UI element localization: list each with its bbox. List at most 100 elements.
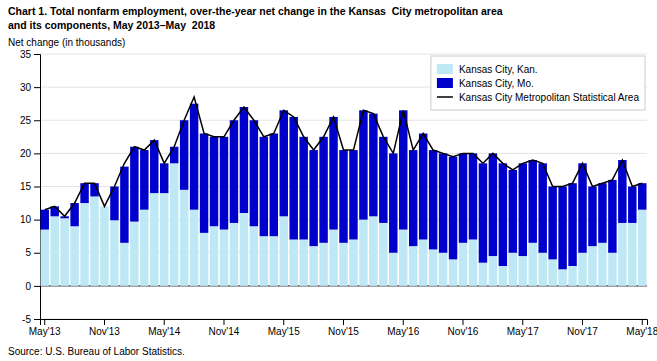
grid-line [40,54,647,55]
x-tick: May'15 [268,319,300,337]
bar [210,137,218,226]
bar [250,120,258,226]
y-tick-mark [34,220,40,221]
bar [60,218,68,286]
y-tick-mark [34,253,40,254]
y-axis-line [34,55,41,320]
y-tick: -5 [22,314,40,325]
legend-item: Kansas City Metropolitan Statistical Are… [437,92,640,103]
x-tick: May'16 [387,319,419,337]
x-tick-mark [104,319,105,325]
bar [230,223,238,286]
bar [369,216,377,286]
bar [429,150,437,249]
bar [50,216,58,286]
bar [419,240,427,286]
bar [40,230,48,286]
bar [379,137,387,223]
bar [499,266,507,286]
bar [220,137,228,230]
bar [459,153,467,242]
bar [289,117,297,240]
bar [409,150,417,246]
y-tick-label: 20 [20,148,32,159]
bar [130,147,138,222]
bar [479,263,487,286]
bar [160,163,168,193]
bar [429,249,437,285]
bar [588,187,596,247]
bar [439,253,447,286]
bar [489,153,497,256]
line [45,97,643,216]
x-tick-label: May'13 [29,326,61,337]
y-tick-mark [34,153,40,154]
bar [369,114,377,217]
bar [558,269,566,286]
bar [80,183,88,203]
x-tick-mark [164,319,165,325]
bar [260,236,268,286]
bar [509,170,517,253]
y-tick: 15 [20,181,40,192]
y-tick-label: 15 [20,181,32,192]
y-tick-mark [34,54,40,55]
bar [359,220,367,286]
bar [120,243,128,286]
bar [439,153,447,252]
bar [449,157,457,260]
x-tick: Nov'14 [209,319,240,337]
bar [359,110,367,219]
bar [220,230,228,286]
bar [170,147,178,164]
bar [210,226,218,286]
y-tick: 30 [20,82,40,93]
bar [558,187,566,270]
bar [618,223,626,286]
bar [190,104,198,210]
bar [568,266,576,286]
bar [389,153,397,252]
x-tick-label: Nov'14 [209,326,240,337]
bar [638,183,646,210]
bar [150,193,158,286]
bar [399,110,407,229]
bar [598,183,606,243]
x-tick-label: May'15 [268,326,300,337]
bar [528,243,536,286]
bar [479,163,487,262]
bar [240,213,248,286]
bar [180,190,188,286]
source: Source: U.S. Bureau of Labor Statistics. [8,346,185,357]
grid-line [40,120,647,121]
bar [40,210,48,230]
legend-swatch [437,96,453,98]
bar [519,163,527,256]
chart: Chart 1. Total nonfarm employment, over-… [0,0,657,361]
x-tick-mark [463,319,464,325]
y-tick-label: 35 [20,49,32,60]
x-tick: May'17 [507,319,539,337]
bar [270,236,278,286]
legend-box [431,56,645,110]
y-tick-label: -5 [22,314,31,325]
bar [140,210,148,286]
x-tick-label: Nov'17 [567,326,598,337]
y-tick-label: 30 [20,82,32,93]
bar [548,259,556,286]
x-tick-mark [403,319,404,325]
bar [339,150,347,243]
bar [289,240,297,286]
bar [299,137,307,240]
x-tick: May'14 [148,319,180,337]
legend-label: Kansas City, Mo. [459,78,534,89]
bar [399,230,407,286]
bar [110,220,118,286]
bar [230,120,238,223]
bar [339,243,347,286]
bar [80,203,88,286]
bar [130,222,138,286]
bar [608,180,616,253]
bar [200,134,208,233]
bar [568,183,576,266]
